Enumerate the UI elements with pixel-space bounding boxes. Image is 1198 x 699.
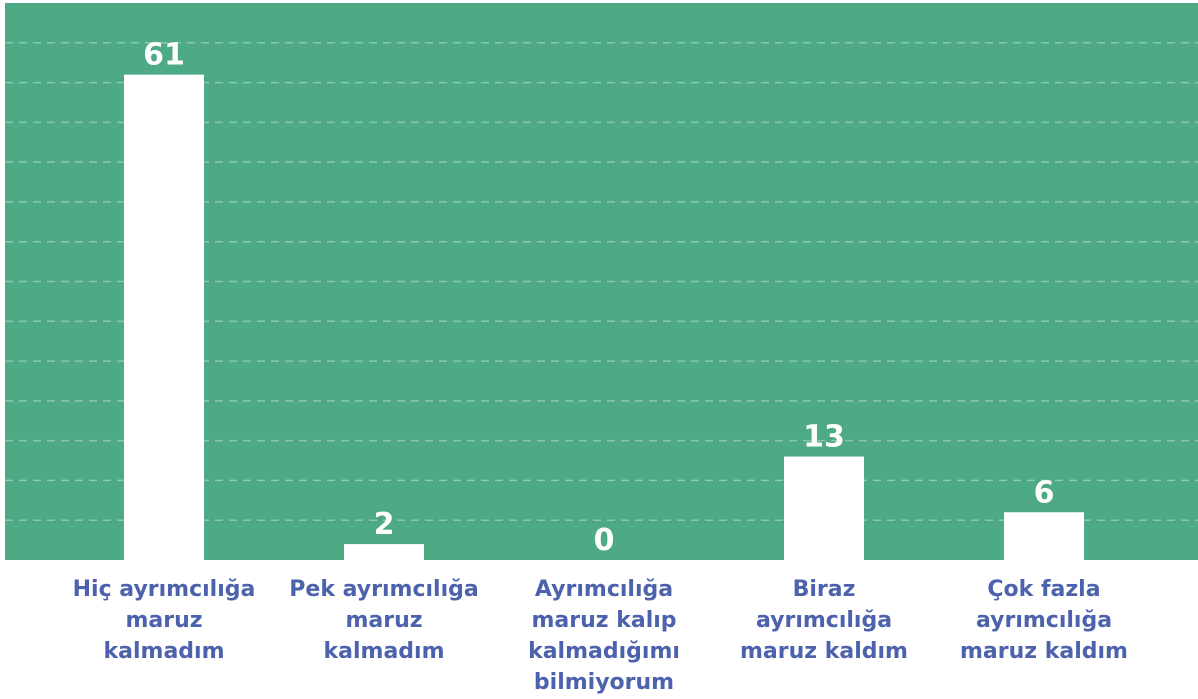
x-tick-label: Pek ayrımcılığa maruz kalmadım <box>289 577 479 664</box>
value-label: 0 <box>594 523 615 558</box>
bar <box>344 544 424 560</box>
x-tick-label: Çok fazla ayrımcılığa maruz kaldım <box>960 577 1128 664</box>
bar <box>784 456 864 560</box>
x-tick-label: Biraz ayrımcılığa maruz kaldım <box>740 577 908 664</box>
value-label: 2 <box>374 507 395 542</box>
value-label: 13 <box>803 420 845 455</box>
bar <box>1004 512 1084 560</box>
value-label: 61 <box>143 38 185 73</box>
x-tick-label: Ayrımcılığa maruz kalıp kalmadığımı bilm… <box>528 577 680 695</box>
x-tick-label: Hiç ayrımcılığa maruz kalmadım <box>72 577 256 664</box>
bar <box>124 74 204 560</box>
value-label: 6 <box>1034 475 1055 510</box>
